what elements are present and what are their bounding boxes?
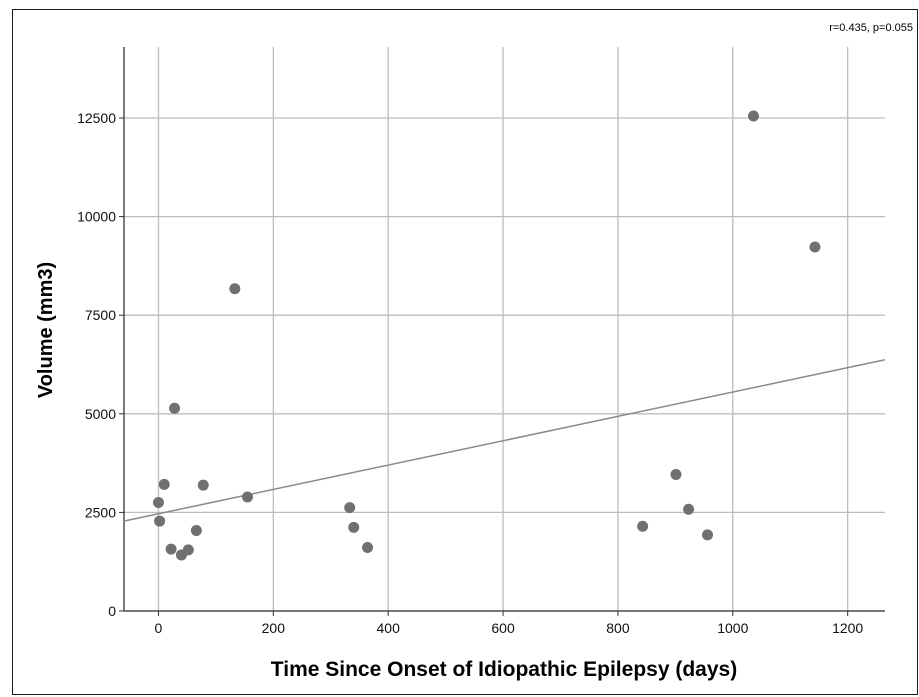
- fit-line-layer: [123, 359, 886, 522]
- data-point: [229, 283, 241, 295]
- regression-line: [123, 359, 886, 522]
- x-tick-label: 400: [377, 620, 401, 636]
- data-point: [197, 479, 209, 491]
- y-tick-label: 0: [108, 603, 116, 619]
- gridlines: [124, 47, 885, 612]
- chart-frame: r=0.435, p=0.055: [12, 9, 918, 695]
- x-tick-label: 1000: [717, 620, 748, 636]
- data-point: [362, 542, 374, 554]
- data-point: [154, 515, 166, 527]
- data-point: [169, 402, 181, 414]
- x-tick-label: 1200: [832, 620, 863, 636]
- y-axis-title: Volume (mm3): [35, 262, 57, 398]
- data-point: [152, 497, 164, 509]
- tick-labels: 0 200 400 600 800 1000 1200 0 2500 5000 7500 10000 1…: [77, 110, 863, 636]
- y-tick-label: 5000: [85, 406, 116, 422]
- correlation-annotation: r=0.435, p=0.055: [829, 22, 913, 34]
- data-point: [683, 503, 695, 515]
- y-tick-label: 2500: [85, 504, 116, 520]
- data-point: [809, 241, 821, 253]
- y-tick-label: 10000: [77, 209, 116, 225]
- data-point: [190, 525, 202, 537]
- data-point: [702, 529, 714, 541]
- data-point: [747, 110, 759, 122]
- axes: [119, 47, 885, 616]
- y-tick-label: 12500: [77, 110, 116, 126]
- x-tick-label: 600: [491, 620, 515, 636]
- data-points: [152, 110, 821, 561]
- data-point: [182, 544, 194, 556]
- y-tick-label: 7500: [85, 307, 116, 323]
- data-point: [165, 543, 177, 555]
- data-point: [344, 502, 356, 514]
- x-tick-label: 200: [262, 620, 286, 636]
- x-tick-label: 800: [606, 620, 630, 636]
- data-point: [348, 521, 360, 533]
- data-point: [637, 520, 649, 532]
- x-axis-title: Time Since Onset of Idiopathic Epilepsy …: [271, 658, 737, 681]
- data-point: [670, 469, 682, 481]
- data-point: [241, 491, 253, 503]
- data-point: [158, 478, 170, 490]
- x-tick-label: 0: [155, 620, 163, 636]
